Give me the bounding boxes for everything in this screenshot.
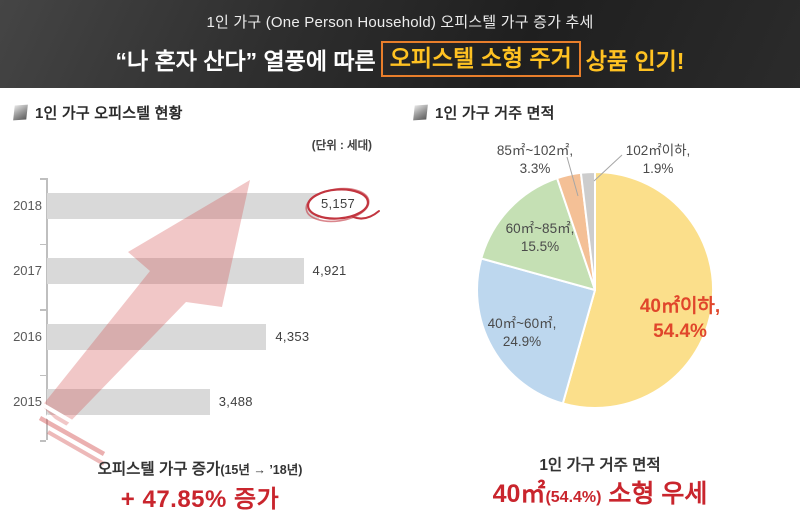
bar-value-2015: 3,488: [218, 394, 253, 409]
right-section-title: 1인 가구 거주 면적: [435, 105, 555, 122]
bar-2018: [47, 192, 319, 219]
pie-label-102: 102㎡이하, 1.9%: [625, 143, 691, 176]
right-caption-rest: 소형 우세: [601, 480, 708, 508]
header-title: “나 혼자 산다” 열풍에 따른 오피스텔 소형 주거 상품 인기!: [115, 41, 685, 77]
bar-2016: [47, 323, 267, 350]
left-caption-title-note: (15년 → ’18년): [220, 463, 303, 477]
pie-label-85-102: 85㎡~102㎡, 3.3%: [496, 143, 574, 176]
pie-labels-layer: 40㎡이하, 54.4% 40㎡~60㎡, 24.9% 60㎡~85㎡, 15.5% …: [400, 88, 800, 517]
year-label-2015: 2015: [13, 394, 42, 409]
header-title-highlight-box: 오피스텔 소형 주거: [380, 41, 581, 77]
right-caption-small: (54.4%): [545, 489, 602, 506]
axis-tick: [40, 374, 46, 376]
right-caption-title: 1인 가구 거주 면적: [539, 457, 661, 474]
pie-label-40-under: 40㎡이하, 54.4%: [639, 296, 721, 342]
y-axis-line: [46, 178, 48, 440]
axis-tick: [40, 440, 46, 442]
year-label-2017: 2017: [13, 263, 42, 278]
axis-tick: [40, 243, 46, 245]
left-section-title: 1인 가구 오피스텔 현황: [35, 105, 183, 122]
unit-note: (단위 : 세대): [311, 140, 372, 152]
header-title-prefix: “나 혼자 산다” 열풍에 따른: [115, 47, 376, 74]
left-caption-title: 오피스텔 가구 증가(15년 → ’18년): [0, 457, 400, 479]
year-label-2016: 2016: [13, 328, 42, 344]
officetel-bar-chart-panel: 1인 가구 오피스텔 현황 (단위 : 세대) 2018 5,157 2017 4,9…: [0, 88, 400, 517]
left-caption-highlight: + 47.85% 증가: [120, 486, 280, 513]
left-section-header: 1인 가구 오피스텔 현황: [13, 102, 183, 123]
bar-value-2016: 4,353: [275, 328, 310, 344]
year-label-2018: 2018: [13, 197, 42, 213]
bar-value-2017: 4,921: [312, 263, 347, 278]
header-title-suffix: 상품 인기!: [585, 47, 685, 74]
axis-tick: [40, 309, 46, 311]
right-caption-big: 40㎡: [492, 480, 546, 508]
bar-chart-plot-area: [0, 88, 400, 517]
left-caption-title-text: 오피스텔 가구 증가: [97, 461, 221, 478]
pie-label-40-60: 40㎡~60㎡, 24.9%: [487, 316, 557, 349]
bar-2017: [47, 258, 304, 284]
header: 1인 가구 (One Person Household) 오피스텔 가구 증가 …: [0, 0, 800, 88]
content: 1인 가구 오피스텔 현황 (단위 : 세대) 2018 5,157 2017 4,9…: [0, 88, 800, 517]
pie-label-60-85: 60㎡~85㎡, 15.5%: [505, 221, 575, 254]
bar-value-2018: 5,157: [320, 196, 356, 211]
axis-tick: [40, 178, 46, 180]
bar-chart-labels-layer: 2018 5,157 2017 4,921 2016 4,353 2015 3,488: [0, 88, 400, 517]
right-caption-highlight: 40㎡(54.4%) 소형 우세: [400, 474, 800, 510]
header-subtitle: 1인 가구 (One Person Household) 오피스텔 가구 증가 …: [206, 14, 594, 32]
living-area-pie-panel: 1인 가구 거주 면적 40㎡이하, 54.4% 40㎡~60㎡, 24.9% 60…: [400, 88, 800, 517]
right-section-header: 1인 가구 거주 면적: [413, 102, 555, 123]
